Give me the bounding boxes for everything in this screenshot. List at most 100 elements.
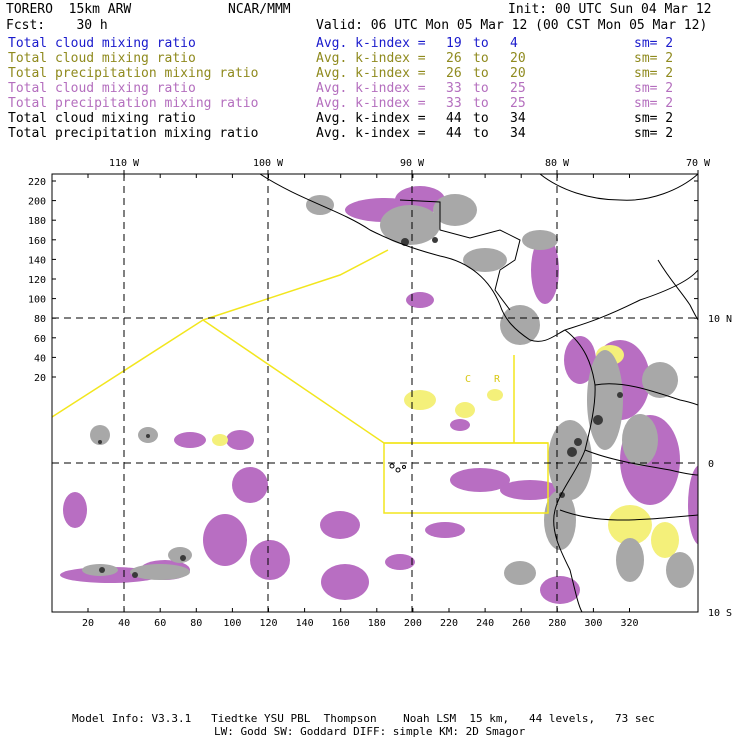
x-tick-label: 100 (223, 618, 241, 629)
y-tick-label: 160 (28, 236, 46, 247)
lat-lon-grid (52, 174, 698, 612)
y-tick-label: 100 (28, 295, 46, 306)
x-tick-label: 280 (548, 618, 566, 629)
lat-label: 10 S (708, 608, 732, 619)
legend-kindex-label: Avg. k-index = (316, 66, 426, 81)
legend-smoothing: sm= 2 (634, 81, 674, 96)
lon-label: 80 W (545, 158, 570, 169)
y-tick-label: 220 (28, 177, 46, 188)
legend-smoothing: sm= 2 (634, 96, 674, 111)
x-tick-label: 140 (296, 618, 314, 629)
legend-kindex-to: 25 (510, 96, 526, 111)
x-tick-label: 80 (190, 618, 202, 629)
legend-kindex-to: 4 (510, 36, 518, 51)
legend-kindex-label: Avg. k-index = (316, 81, 426, 96)
legend-kindex-label: Avg. k-index = (316, 51, 426, 66)
legend-kindex-label: Avg. k-index = (316, 36, 426, 51)
x-tick-label: 260 (512, 618, 530, 629)
legend-kindex-to: 25 (510, 81, 526, 96)
legend-row: Total cloud mixing ratio Avg. k-index = 33… (8, 81, 698, 96)
legend-field: Total precipitation mixing ratio (8, 96, 259, 111)
legend-kindex-label: Avg. k-index = (316, 126, 426, 141)
map-panel: C R 110 W 100 W 90 W 80 W 70 W 10 N 0 10 S 220 20… (28, 158, 732, 629)
y-tick-label: 180 (28, 216, 46, 227)
legend-row: Total cloud mixing ratio Avg. k-index = 26… (8, 51, 698, 66)
domain-boundaries (51, 249, 549, 514)
weather-fields (60, 186, 698, 604)
legend-kindex-to-word: to (473, 66, 489, 81)
legend-kindex-to-word: to (473, 36, 489, 51)
footer-model-info: Model Info: V3.3.1 Tiedtke YSU PBL Thomp… (72, 712, 655, 725)
y-tick-label: 200 (28, 197, 46, 208)
y-tick-label: 60 (34, 334, 46, 345)
header-model: TORERO 15km ARW (6, 2, 132, 17)
map-frame (51, 173, 699, 613)
legend-smoothing: sm= 2 (634, 111, 674, 126)
header-fcst: Fcst: 30 h (6, 18, 108, 33)
x-tick-label: 220 (440, 618, 458, 629)
legend-row: Total cloud mixing ratio Avg. k-index = 19… (8, 36, 698, 51)
y-tick-label: 120 (28, 275, 46, 286)
header-init: Init: 00 UTC Sun 04 Mar 12 (508, 2, 712, 17)
x-tick-label: 240 (476, 618, 494, 629)
legend-smoothing: sm= 2 (634, 66, 674, 81)
legend-field: Total cloud mixing ratio (8, 36, 196, 51)
x-tick-label: 320 (620, 618, 638, 629)
cloud-cores-dark (98, 237, 623, 578)
y-tick-label: 40 (34, 353, 46, 364)
legend-kindex-to: 34 (510, 126, 526, 141)
y-tick-label: 140 (28, 255, 46, 266)
galapagos-islands (389, 463, 406, 473)
x-tick-label: 180 (368, 618, 386, 629)
coastlines (259, 174, 698, 612)
legend-kindex-to-word: to (473, 51, 489, 66)
legend-field: Total cloud mixing ratio (8, 51, 196, 66)
legend-kindex-from: 44 (446, 111, 462, 126)
legend-row: Total precipitation mixing ratio Avg. k-i… (8, 126, 698, 141)
lat-label: 0 (708, 459, 714, 470)
legend-smoothing: sm= 2 (634, 126, 674, 141)
domain-label-r: R (494, 374, 501, 385)
legend-kindex-to-word: to (473, 126, 489, 141)
header-org: NCAR/MMM (228, 2, 291, 17)
legend-field: Total precipitation mixing ratio (8, 66, 259, 81)
legend-kindex-to: 20 (510, 51, 526, 66)
legend-smoothing: sm= 2 (634, 51, 674, 66)
footer-physics-info: LW: Godd SW: Goddard DIFF: simple KM: 2D… (214, 725, 526, 738)
cloud-fields-gray (82, 194, 694, 588)
lat-label: 10 N (708, 314, 732, 325)
x-tick-label: 300 (584, 618, 602, 629)
legend-kindex-from: 44 (446, 126, 462, 141)
legend-kindex-from: 26 (446, 51, 462, 66)
legend-kindex-label: Avg. k-index = (316, 96, 426, 111)
x-tick-label: 60 (154, 618, 166, 629)
lon-label: 100 W (253, 158, 284, 169)
legend-kindex-from: 33 (446, 96, 462, 111)
legend-field: Total precipitation mixing ratio (8, 126, 259, 141)
domain-label-c: C (465, 374, 471, 385)
x-tick-label: 20 (82, 618, 94, 629)
legend-kindex-to: 34 (510, 111, 526, 126)
legend-smoothing: sm= 2 (634, 36, 674, 51)
x-tick-label: 40 (118, 618, 130, 629)
y-tick-label: 20 (34, 373, 46, 384)
legend-kindex-from: 26 (446, 66, 462, 81)
lon-label: 70 W (686, 158, 711, 169)
legend-row: Total cloud mixing ratio Avg. k-index = 44… (8, 111, 698, 126)
legend-kindex-to-word: to (473, 111, 489, 126)
x-tick-label: 160 (332, 618, 350, 629)
legend-field: Total cloud mixing ratio (8, 81, 196, 96)
x-tick-label: 200 (404, 618, 422, 629)
legend-kindex-label: Avg. k-index = (316, 111, 426, 126)
legend-kindex-to-word: to (473, 81, 489, 96)
y-tick-label: 80 (34, 314, 46, 325)
axes: 110 W 100 W 90 W 80 W 70 W 10 N 0 10 S 220 200 180… (28, 158, 732, 629)
header-valid: Valid: 06 UTC Mon 05 Mar 12 (00 CST Mon … (316, 18, 708, 33)
legend-kindex-to-word: to (473, 96, 489, 111)
legend-row: Total precipitation mixing ratio Avg. k-i… (8, 96, 698, 111)
legend-row: Total precipitation mixing ratio Avg. k-i… (8, 66, 698, 81)
legend-kindex-from: 33 (446, 81, 462, 96)
legend-kindex-to: 20 (510, 66, 526, 81)
legend-kindex-from: 19 (446, 36, 462, 51)
lon-label: 90 W (400, 158, 425, 169)
